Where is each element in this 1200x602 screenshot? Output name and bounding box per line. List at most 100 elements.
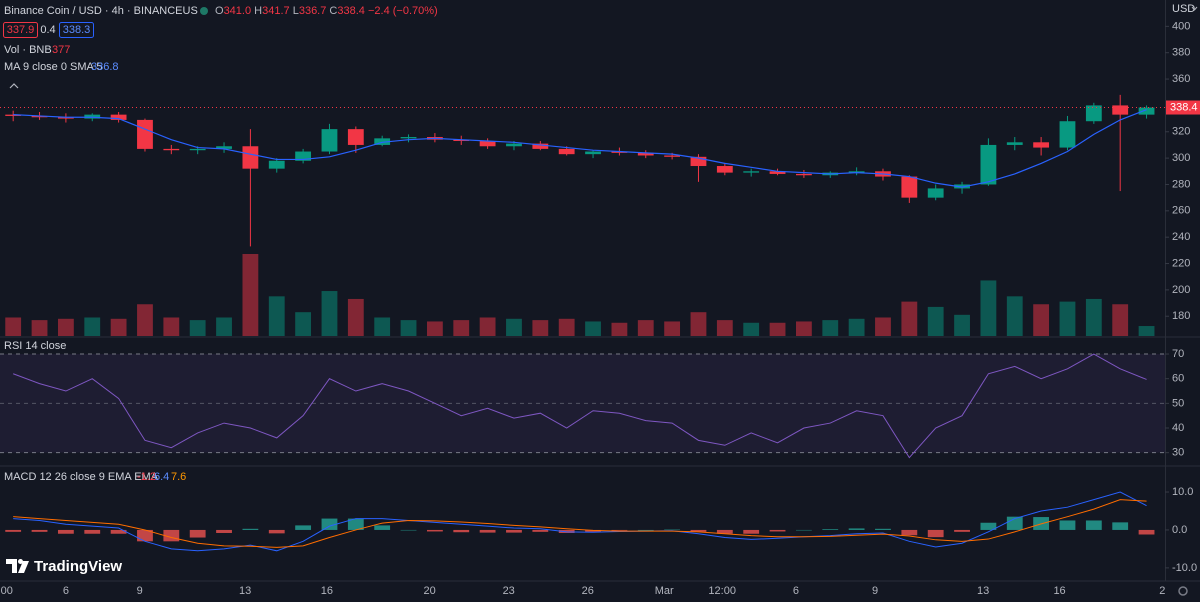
candle-body	[479, 140, 496, 147]
macd-histogram-bar	[1085, 520, 1102, 530]
volume-bar	[795, 321, 812, 336]
sell-price: 337.9	[7, 24, 35, 36]
ma-legend-value: 336.8	[91, 61, 119, 73]
ma-line	[13, 109, 1147, 188]
buy-price: 338.3	[63, 24, 91, 36]
candle-body	[637, 152, 654, 156]
logo-mark	[18, 561, 29, 573]
ohlc-value: 341.0	[224, 5, 252, 17]
y-tick-label: 200	[1172, 284, 1190, 296]
x-tick-label: 9	[872, 585, 878, 597]
sell-button[interactable]	[3, 22, 38, 38]
currency-dropdown[interactable]	[1191, 6, 1198, 11]
candle-body	[1006, 142, 1023, 145]
volume-bar	[479, 317, 496, 336]
candle-body	[716, 166, 733, 173]
macd-histogram-bar	[822, 529, 839, 530]
volume-legend: Vol · BNB	[4, 44, 52, 56]
candle-body	[163, 148, 180, 151]
macd-histogram-bar	[479, 529, 496, 533]
candle-body	[532, 143, 549, 149]
candle-body	[31, 115, 48, 118]
candle-body	[268, 160, 285, 169]
volume-bar	[1059, 301, 1076, 336]
y-tick-label: 180	[1172, 310, 1190, 322]
y-tick-label: 40	[1172, 422, 1184, 434]
volume-bar	[242, 253, 259, 336]
macd-line	[13, 499, 1147, 548]
candle-body	[795, 173, 812, 176]
macd-histogram-bar	[57, 529, 74, 534]
candle-body	[611, 151, 628, 153]
current-price-tag	[1166, 100, 1200, 115]
y-tick-label: 220	[1172, 257, 1190, 269]
y-tick-label: 280	[1172, 178, 1190, 190]
y-tick-label: 70	[1172, 348, 1184, 360]
x-tick-label: 13	[977, 585, 989, 597]
candle-body	[848, 171, 865, 173]
candle-body	[110, 114, 127, 120]
macd-histogram-bar	[927, 529, 944, 538]
buy-button[interactable]	[59, 22, 94, 38]
macd-histogram-bar	[242, 528, 259, 530]
x-tick-label: Mar	[655, 585, 674, 597]
macd-histogram-bar	[268, 529, 285, 534]
macd-histogram-bar	[84, 529, 101, 534]
y-tick-label: 50	[1172, 397, 1184, 409]
volume-bar	[295, 312, 312, 336]
x-tick-label: 6	[63, 585, 69, 597]
ohlc-value: 338.4	[337, 5, 365, 17]
ohlc-value: 336.7	[299, 5, 327, 17]
macd-legend: MACD 12 26 close 9 EMA EMA	[4, 471, 159, 483]
macd-signal-value: 7.6	[171, 471, 186, 483]
y-tick-label: 300	[1172, 152, 1190, 164]
x-tick-label: 16	[1053, 585, 1065, 597]
volume-bar	[426, 321, 443, 336]
macd-histogram-bar	[163, 529, 180, 542]
settings-button[interactable]	[1178, 586, 1188, 596]
x-tick-label: :00	[0, 585, 13, 597]
volume-bar	[901, 301, 918, 336]
volume-bar	[664, 321, 681, 336]
volume-bar	[189, 320, 206, 336]
volume-bar	[585, 321, 601, 336]
macd-histogram-bar	[716, 529, 733, 534]
rsi-legend: RSI 14 close	[4, 340, 66, 352]
candle-body	[321, 129, 338, 152]
x-tick-label: 26	[582, 585, 594, 597]
volume-bar	[875, 317, 891, 336]
volume-bar	[453, 320, 470, 336]
ohlc-values: O341.0 H341.7 L336.7 C338.4 −2.4 (−0.70%…	[215, 5, 438, 17]
y-tick-label: 380	[1172, 47, 1190, 59]
candle-body	[216, 146, 232, 149]
volume-bar	[954, 314, 970, 336]
y-tick-label: 0.0	[1172, 524, 1187, 536]
volume-bar	[927, 306, 944, 336]
candle-body	[1085, 105, 1102, 122]
macd-histogram-bar	[5, 529, 22, 532]
candle-body	[1059, 121, 1076, 148]
ohlc-label: O	[215, 5, 224, 17]
volume-bar	[716, 320, 733, 336]
y-tick-label: 240	[1172, 231, 1190, 243]
symbol-title: Binance Coin / USD · 4h · BINANCEUS	[4, 5, 198, 17]
y-tick-label: 360	[1172, 73, 1190, 85]
collapse-legend[interactable]	[9, 83, 19, 89]
candle-body	[690, 156, 707, 167]
x-tick-label: 16	[321, 585, 333, 597]
candle-body	[242, 146, 259, 169]
macd-histogram-bar	[901, 529, 918, 536]
candle-body	[558, 148, 575, 155]
y-tick-label: 260	[1172, 205, 1190, 217]
macd-histogram-bar	[295, 525, 312, 530]
spread: 0.4	[40, 24, 55, 36]
market-status[interactable]	[200, 7, 208, 15]
candle-body	[1033, 142, 1050, 148]
candle-body	[374, 138, 391, 145]
volume-bar	[690, 312, 707, 336]
currency[interactable]: USD	[1172, 3, 1195, 15]
plot-area: :00 6 9 13 16 20 23 26 Mar 12:00 6 9 13 16 2	[0, 94, 1165, 597]
volume-bar	[637, 320, 654, 336]
